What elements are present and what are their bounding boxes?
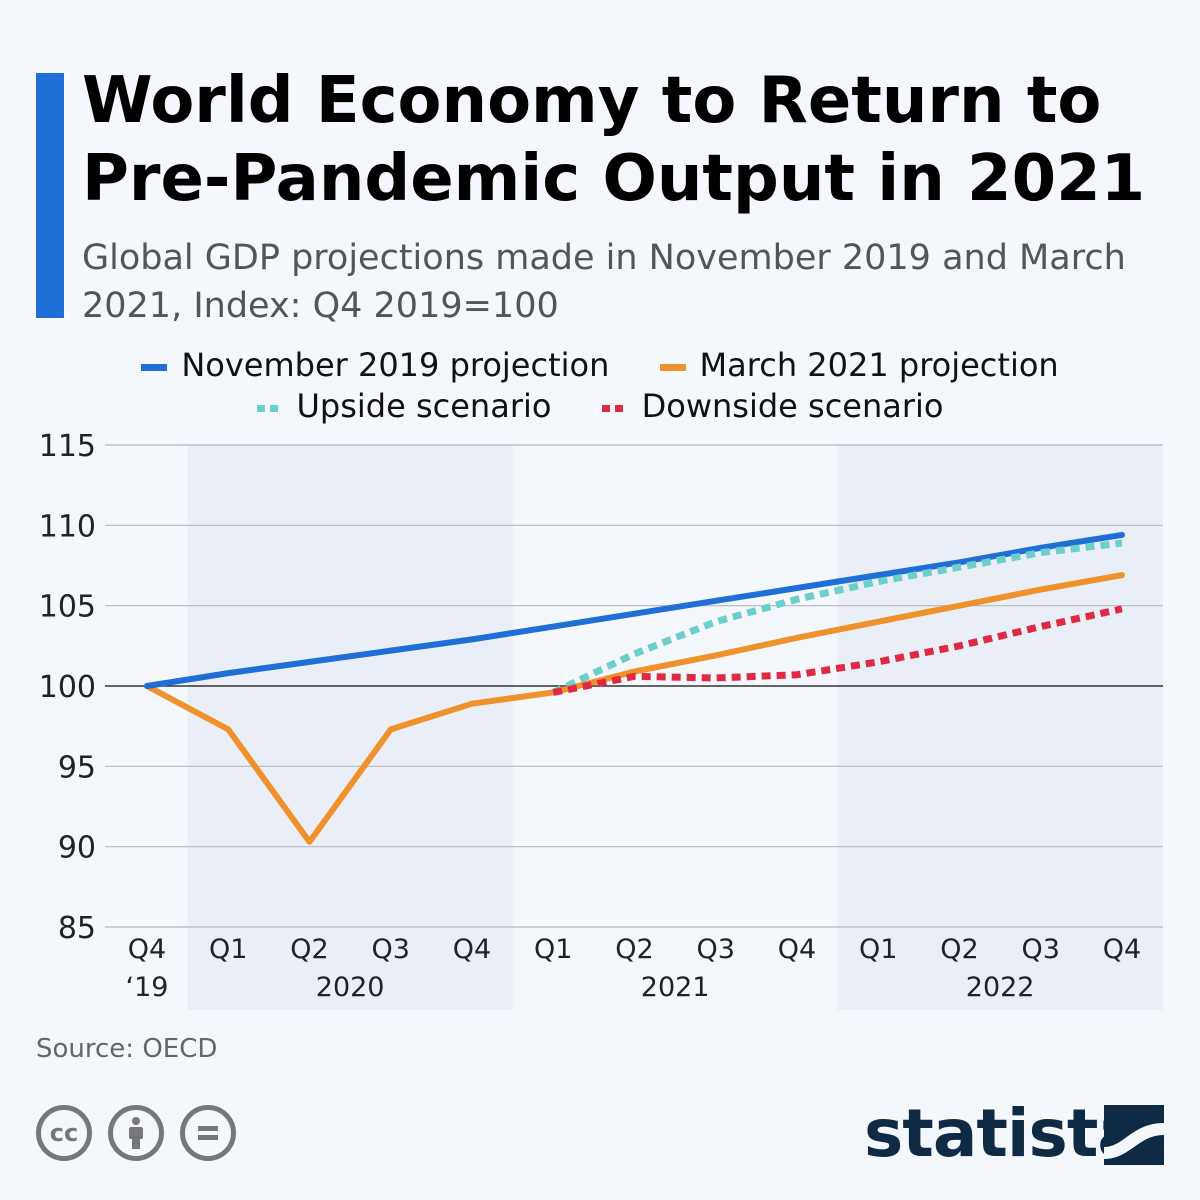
series-line-upside-scenario: [551, 539, 1123, 696]
legend-label: March 2021 projection: [699, 346, 1059, 384]
legend-label: November 2019 projection: [181, 346, 610, 384]
y-tick-label: 105: [39, 590, 96, 625]
x-tick-label: Q3: [372, 934, 410, 965]
x-tick-label: Q1: [859, 934, 897, 965]
x-tick-label: Q3: [1022, 934, 1060, 965]
legend-item: November 2019 projection: [141, 346, 609, 384]
attribution-icon: [108, 1105, 164, 1161]
legend-row-1: November 2019 projection March 2021 proj…: [0, 346, 1200, 384]
x-tick-label: Q2: [615, 934, 653, 965]
y-tick-label: 115: [39, 429, 96, 464]
year-band: [837, 445, 1163, 1010]
legend-label: Downside scenario: [641, 387, 944, 425]
legend-label: Upside scenario: [296, 387, 552, 425]
x-tick-label: Q4: [1103, 934, 1141, 965]
x-tick-label: Q2: [940, 934, 978, 965]
line-chart: 85 90 95 100 105 110 115 Q4 ‘19 Q1 Q2 Q3 Q4 Q1 Q2 Q3 Q4 Q…: [38, 429, 1163, 1010]
y-tick-label: 100: [39, 670, 96, 705]
x-tick-label: Q1: [209, 934, 247, 965]
logo-text: statista: [864, 1095, 1142, 1172]
legend-item: March 2021 projection: [659, 346, 1059, 384]
source-note: Source: OECD: [36, 1034, 218, 1064]
no-derivatives-icon: [180, 1105, 236, 1161]
legend-item: Upside scenario: [256, 387, 552, 425]
chart-title: World Economy to Return to Pre-Pandemic …: [82, 64, 1146, 216]
legend-swatch: [601, 404, 628, 412]
series-line-november-2019-projection: [144, 531, 1125, 689]
year-label: 2020: [316, 972, 385, 1003]
x-tick-label: Q2: [290, 934, 328, 965]
x-tick-label: Q4: [128, 934, 166, 965]
legend-swatch: [256, 404, 283, 412]
x-tick-label: Q3: [697, 934, 735, 965]
cc-icon: cc: [36, 1105, 92, 1161]
legend-item: Downside scenario: [601, 387, 944, 425]
legend-row-2: Upside scenario Downside scenario: [0, 387, 1200, 425]
x-tick-label: Q4: [453, 934, 491, 965]
series-line-march-2021-projection: [144, 572, 1125, 845]
year-label: 2021: [641, 972, 710, 1003]
legend-swatch: [659, 363, 686, 371]
title-accent-bar: [36, 73, 64, 318]
statista-logo: statista: [864, 1095, 1164, 1172]
y-tick-label: 90: [58, 831, 96, 866]
y-tick-label: 85: [58, 911, 96, 946]
x-tick-label: Q1: [534, 934, 572, 965]
year-label: 2022: [966, 972, 1035, 1003]
y-tick-label: 95: [58, 750, 96, 785]
x-tick-label: Q4: [778, 934, 816, 965]
series-line-downside-scenario: [552, 605, 1123, 696]
statista-logo-icon: [1104, 1105, 1164, 1165]
x-tick-sublabel: ‘19: [126, 972, 169, 1003]
year-band: [187, 445, 513, 1010]
y-tick-label: 110: [39, 509, 96, 544]
chart-subtitle: Global GDP projections made in November …: [82, 238, 1126, 326]
legend-swatch: [141, 363, 168, 371]
